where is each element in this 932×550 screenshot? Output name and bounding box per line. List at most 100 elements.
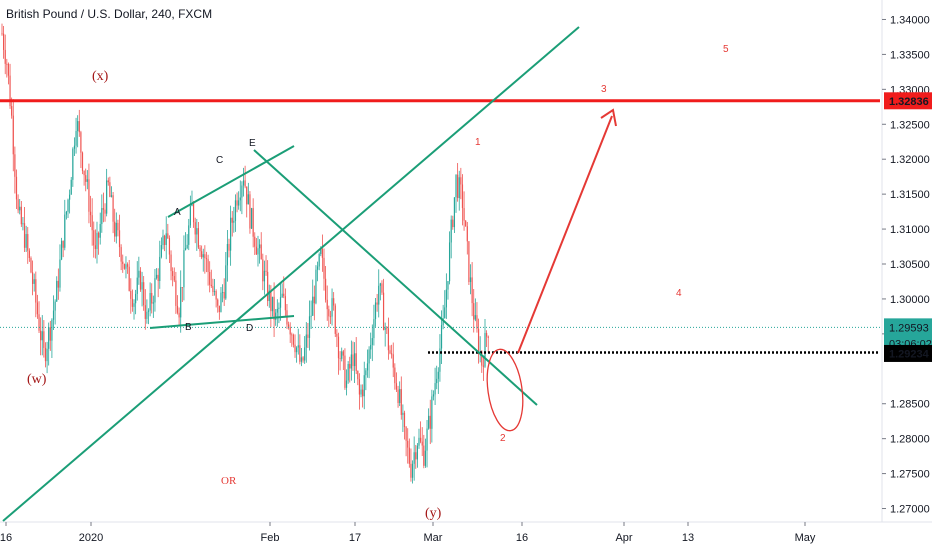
candle-body (155, 274, 158, 279)
candle-body (112, 195, 114, 222)
candle-body (52, 310, 55, 320)
candle-body (36, 302, 39, 315)
candle-body (307, 334, 309, 338)
candle-body (192, 203, 195, 223)
highlight-ellipse[interactable] (482, 347, 527, 433)
candle-body (204, 254, 206, 259)
candle-body (118, 230, 121, 248)
candle-body (376, 302, 378, 305)
price-tick-label: 1.28500 (890, 399, 930, 411)
candle-body (231, 217, 233, 223)
candle-body (461, 184, 464, 209)
candle-body (62, 240, 64, 248)
price-tick-label: 1.31000 (890, 224, 930, 236)
candle-body (67, 199, 69, 212)
candle-body (296, 347, 298, 353)
wave-label-1: 1 (475, 137, 481, 148)
candle-body (458, 177, 460, 199)
wave-label-y: (y) (425, 506, 442, 521)
candle-body (400, 389, 402, 415)
candle-body (20, 206, 22, 225)
candle-body (252, 208, 254, 237)
candle-body (321, 248, 323, 258)
candle-body (384, 327, 386, 330)
candle-body (46, 348, 48, 362)
candle-body (143, 282, 145, 306)
descending-trendline[interactable] (253, 149, 538, 406)
time-tick-label: Feb (261, 532, 280, 544)
candle-body (452, 219, 454, 228)
candle-body (249, 194, 251, 229)
candle-body (7, 63, 10, 76)
candle-body (294, 344, 296, 353)
candle-body (365, 370, 367, 376)
candle-body (484, 332, 486, 367)
candle-body (428, 415, 430, 429)
candle-body (122, 261, 124, 264)
candle-body (135, 293, 137, 304)
candle-body (57, 280, 59, 288)
candle-body (106, 180, 108, 214)
candle-body (115, 222, 117, 237)
candle-body (460, 177, 462, 185)
candle-body (254, 236, 256, 247)
candle-body (81, 152, 84, 171)
candle-body (110, 195, 113, 197)
candle-body (54, 301, 56, 311)
candle-body (172, 271, 174, 277)
candle-body (299, 345, 301, 362)
candle-body (120, 247, 122, 262)
candle-body (257, 248, 259, 255)
candle-body (175, 280, 177, 306)
candle-body (181, 287, 183, 288)
candle-body (411, 463, 414, 478)
candle-body (14, 154, 16, 177)
candle-body (125, 264, 127, 269)
candle-body (133, 303, 135, 307)
candle-body (287, 324, 290, 328)
candle-body (159, 256, 161, 282)
candle-body (15, 176, 18, 200)
candle-body (226, 243, 228, 266)
candle-body (30, 257, 32, 273)
candle-body (213, 291, 216, 293)
time-tick-label: 2020 (79, 532, 103, 544)
candle-body (268, 290, 270, 302)
triangle-lower-line[interactable] (149, 315, 295, 329)
candle-body (165, 233, 167, 245)
candle-body (239, 197, 241, 201)
candle-body (358, 379, 361, 395)
candle-body (147, 310, 150, 312)
candle-body (415, 452, 417, 460)
wave-label-d: D (246, 323, 253, 334)
candle-body (407, 440, 409, 448)
candle-body (201, 251, 203, 258)
candle-body (392, 354, 394, 368)
candle-body (49, 327, 51, 341)
candle-body (474, 315, 476, 320)
time-tick-label: May (795, 532, 816, 544)
candle-body (466, 226, 468, 242)
candle-body (244, 180, 246, 187)
candle-body (130, 290, 132, 299)
rising-trendline[interactable] (2, 26, 580, 522)
time-tick-label: Apr (615, 532, 632, 544)
triangle-upper-line[interactable] (167, 145, 295, 218)
candle-body (186, 244, 188, 249)
projection-arrow-line[interactable] (517, 115, 613, 354)
candle-body (225, 265, 227, 299)
candle-body (445, 289, 447, 308)
candle-body (366, 363, 369, 371)
candle-body (189, 206, 191, 226)
candle-body (453, 197, 456, 228)
candle-body (170, 254, 172, 272)
candle-body (149, 293, 151, 311)
candle-body (465, 220, 467, 227)
candle-body (128, 266, 130, 291)
candle-body (176, 305, 179, 313)
candle-body (28, 250, 30, 258)
price-tick-label: 1.32000 (890, 154, 930, 166)
candle-body (405, 427, 407, 441)
